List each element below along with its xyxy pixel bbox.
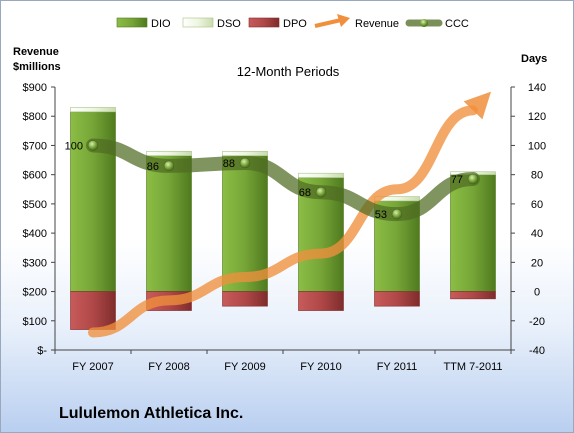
axes: $- $100 $200 $300 $400 $500 $600 $700 $800 $900 -4…	[23, 82, 547, 373]
left-tick-label: $600	[23, 170, 47, 182]
ccc-point	[87, 140, 99, 151]
ccc-point	[391, 208, 403, 220]
x-tick-label: TTM 7-2011	[443, 361, 502, 373]
dio-bar	[146, 155, 192, 292]
legend-swatch-dso	[182, 17, 214, 28]
dso-bar	[146, 150, 192, 156]
revenue-arrowhead	[463, 91, 492, 120]
legend-swatch-dpo	[248, 17, 280, 28]
left-tick-label: $300	[23, 257, 47, 269]
dso-bar	[298, 172, 344, 178]
legend-swatch-revenue-head	[337, 14, 350, 27]
legend: DIO DSO DPO Revenue CCC	[116, 14, 469, 30]
ccc-point	[163, 160, 175, 172]
ccc-data-label: 53	[375, 209, 387, 221]
ccc-data-label: 86	[147, 161, 159, 173]
right-tick-label: 80	[531, 170, 543, 182]
right-axis-title: Days	[521, 53, 548, 65]
left-axis-title: Revenue $millions	[13, 45, 61, 75]
revenue-line	[88, 105, 478, 338]
dpo-bar	[450, 291, 496, 300]
left-tick-label: $800	[23, 111, 47, 123]
dpo-bar	[374, 291, 420, 307]
x-tick-label: FY 2008	[148, 361, 189, 373]
company-name: Lululemon Athletica Inc.	[59, 405, 244, 422]
legend-label-dpo: DPO	[283, 18, 307, 30]
right-tick-label: 0	[534, 287, 540, 299]
ccc-data-label: 88	[223, 158, 235, 170]
right-tick-label: 140	[528, 82, 546, 94]
ccc-data-label: 100	[65, 140, 83, 152]
left-tick-label: $200	[23, 287, 47, 299]
chart-subtitle: 12-Month Periods	[236, 64, 340, 79]
right-tick-label: 40	[531, 228, 543, 240]
ccc-data-label: 68	[299, 187, 311, 199]
ccc-point	[239, 157, 251, 169]
dio-bar	[222, 155, 268, 292]
x-tick-label: FY 2009	[224, 361, 265, 373]
dio-bar	[450, 174, 496, 292]
right-tick-label: 120	[528, 111, 546, 123]
ccc-point	[315, 186, 327, 198]
x-tick-label: FY 2007	[72, 361, 113, 373]
ccc-line	[86, 138, 480, 222]
ccc-point	[467, 173, 479, 185]
legend-swatch-revenue	[314, 18, 342, 28]
dpo-bar	[70, 291, 116, 330]
left-tick-label: $500	[23, 199, 47, 211]
right-tick-label: -40	[529, 345, 545, 357]
legend-swatch-dio	[116, 17, 148, 28]
left-tick-label: $100	[23, 316, 47, 328]
dso-bar	[70, 107, 116, 113]
legend-label-revenue: Revenue	[355, 18, 399, 30]
dpo-bar	[298, 291, 344, 311]
left-tick-label: $-	[37, 345, 47, 357]
left-tick-label: $400	[23, 228, 47, 240]
revenue-series	[88, 91, 492, 338]
ccc-series: 100 86 88 68 53 77	[65, 138, 480, 222]
left-tick-label: $700	[23, 140, 47, 152]
legend-label-dio: DIO	[151, 18, 171, 30]
dso-bar	[222, 150, 268, 156]
legend-swatch-ccc-dot	[420, 19, 428, 27]
x-tick-label: FY 2010	[300, 361, 341, 373]
right-tick-label: 60	[531, 199, 543, 211]
bars	[70, 107, 496, 330]
left-axis-title-line1: Revenue	[13, 46, 59, 58]
right-tick-label: -20	[529, 316, 545, 328]
left-axis-title-line2: $millions	[13, 61, 61, 73]
right-tick-label: 100	[528, 140, 546, 152]
ccc-data-label: 77	[451, 174, 463, 186]
dpo-bar	[222, 291, 268, 307]
legend-label-dso: DSO	[217, 18, 241, 30]
x-tick-label: FY 2011	[377, 361, 418, 373]
left-tick-label: $900	[23, 82, 47, 94]
legend-label-ccc: CCC	[445, 18, 469, 30]
right-tick-label: 20	[531, 257, 543, 269]
